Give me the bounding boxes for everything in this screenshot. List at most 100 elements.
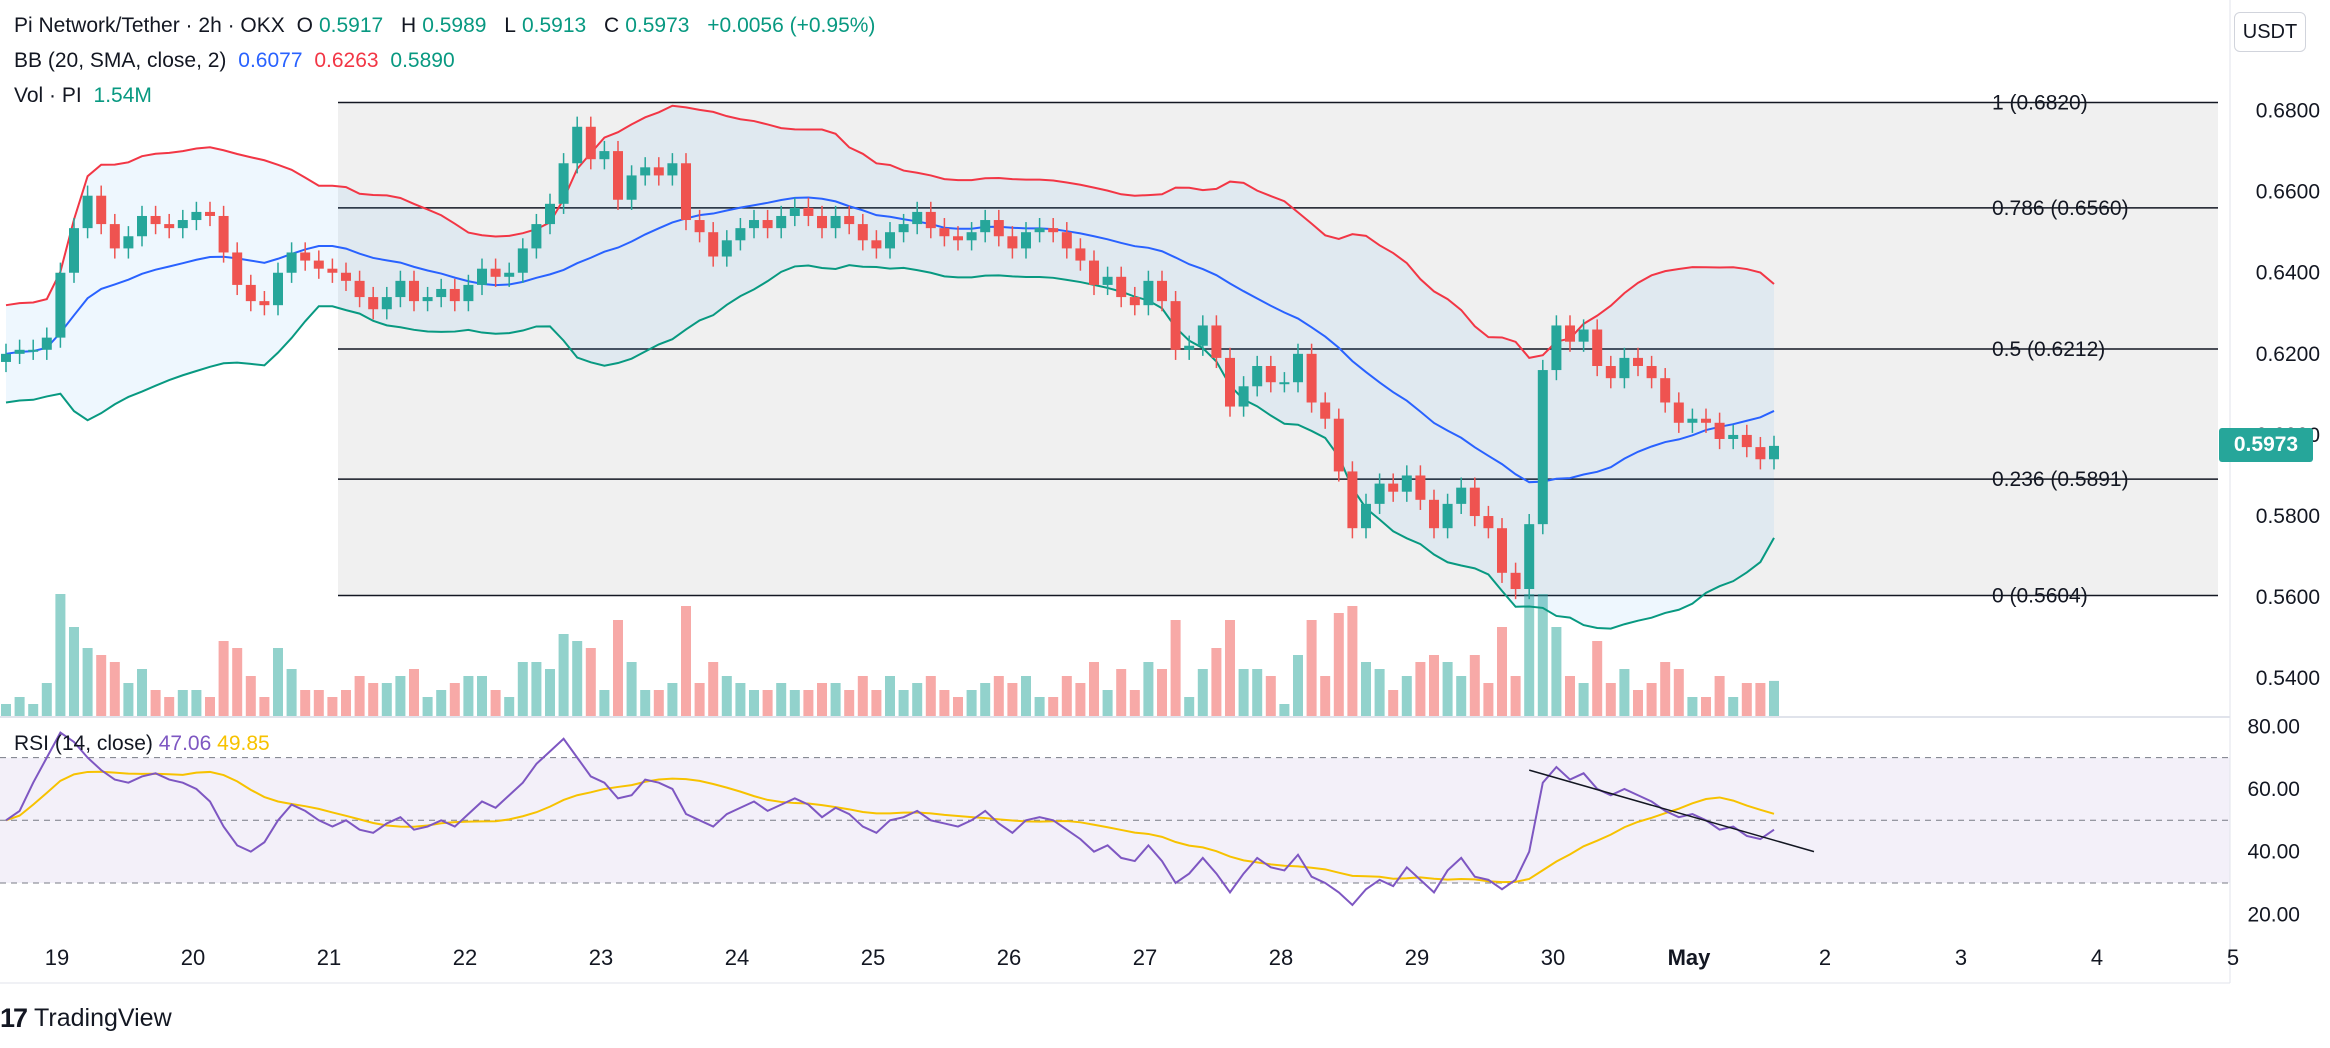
- volume-bar: [354, 676, 365, 718]
- bb-upper-line: [5, 104, 1775, 359]
- volume-bar: [803, 690, 814, 718]
- volume-bar: [341, 690, 351, 718]
- candle: [381, 297, 392, 310]
- candle: [137, 215, 147, 237]
- volume-bar: [218, 641, 229, 718]
- price-tick-label: 0.6800: [2256, 100, 2320, 123]
- candle: [463, 284, 474, 302]
- bb-legend[interactable]: BB (20, SMA, close, 2) 0.6077 0.6263 0.5…: [14, 49, 461, 73]
- candle: [300, 252, 311, 261]
- time-tick-label: 4: [2091, 945, 2103, 970]
- candle: [1, 353, 11, 362]
- candle: [1741, 434, 1752, 448]
- candle: [1265, 366, 1276, 383]
- candle: [749, 220, 759, 229]
- volume-bar: [1755, 683, 1766, 718]
- volume-bar: [653, 690, 664, 718]
- candle: [925, 211, 936, 229]
- volume-bar: [449, 683, 460, 718]
- candle: [436, 288, 447, 298]
- rsi-ma-line: [5, 770, 1775, 884]
- candle: [844, 215, 855, 225]
- volume-bar: [1184, 697, 1195, 718]
- fib-label: 0.786 (0.6560): [1992, 197, 2129, 220]
- volume-bar: [531, 662, 542, 718]
- volume-bar: [1089, 662, 1099, 718]
- symbol-title[interactable]: Pi Network/Tether · 2h · OKX: [14, 14, 285, 37]
- bb-label: BB (20, SMA, close, 2): [14, 49, 227, 72]
- candle: [245, 284, 256, 302]
- volume-bar: [436, 690, 447, 718]
- volume-bar: [1320, 676, 1331, 718]
- candle: [1361, 503, 1371, 529]
- volume-label: Vol · PI: [14, 84, 82, 107]
- volume-bar: [857, 676, 868, 718]
- candle: [626, 175, 637, 200]
- volume-bar: [789, 690, 800, 718]
- time-tick-label: 5: [2227, 945, 2239, 970]
- candle: [762, 220, 773, 229]
- time-tick-label: 21: [317, 945, 341, 970]
- candle: [504, 272, 515, 277]
- candle: [1007, 236, 1018, 249]
- volume-bar: [925, 676, 936, 718]
- time-tick-label: 28: [1269, 945, 1293, 970]
- candle: [681, 163, 691, 221]
- rsi-tick-label: 40.00: [2247, 841, 2300, 864]
- candle: [1293, 353, 1303, 383]
- volume-bar: [409, 669, 419, 718]
- volume-bar: [1483, 683, 1494, 718]
- candle: [558, 163, 569, 204]
- volume-bar: [966, 690, 977, 718]
- close-value: 0.5973: [625, 14, 690, 37]
- candle: [1701, 418, 1711, 423]
- candle: [789, 207, 800, 216]
- volume-bar: [980, 683, 991, 718]
- volume-bar: [109, 662, 120, 718]
- volume-legend[interactable]: Vol · PI 1.54M: [14, 84, 158, 108]
- candle: [1429, 499, 1439, 529]
- low-value: 0.5913: [521, 14, 587, 37]
- volume-bar: [1524, 594, 1535, 718]
- candle: [1143, 280, 1154, 306]
- candle: [1537, 370, 1548, 525]
- volume-bar: [286, 669, 297, 718]
- candle: [613, 151, 623, 200]
- candle: [993, 220, 1004, 237]
- candle: [1578, 329, 1589, 342]
- tradingview-logo[interactable]: 17 TradingView: [0, 1003, 172, 1034]
- rsi-value: 47.06: [158, 732, 212, 755]
- candle: [585, 126, 596, 160]
- rsi-band: [0, 757, 2230, 884]
- rsi-legend[interactable]: RSI (14, close) 47.06 49.85: [14, 732, 270, 756]
- volume-bar: [1565, 676, 1575, 718]
- change-value: +0.0056 (+0.95%): [707, 14, 876, 37]
- volume-bar: [1510, 676, 1521, 718]
- volume-bar: [640, 690, 651, 718]
- volume-bar: [1347, 606, 1358, 718]
- currency-button[interactable]: USDT: [2234, 12, 2306, 52]
- candle: [1347, 471, 1358, 529]
- volume-bar: [245, 676, 256, 718]
- volume-bar: [82, 648, 93, 718]
- volume-bar: [1714, 676, 1725, 718]
- volume-bar: [1116, 669, 1127, 718]
- time-tick-label: 26: [997, 945, 1021, 970]
- volume-bar: [273, 648, 283, 718]
- candle: [41, 337, 52, 350]
- candle: [69, 228, 79, 273]
- volume-bar: [667, 683, 678, 718]
- volume-bar: [1741, 683, 1752, 718]
- candle: [531, 224, 542, 249]
- axes: 0.68000.66000.64000.62000.60000.58000.56…: [0, 0, 2320, 984]
- price-tick-label: 0.5800: [2256, 505, 2320, 528]
- candle: [409, 280, 419, 302]
- candle: [395, 280, 406, 298]
- volume-bar: [14, 697, 25, 718]
- volume-bar: [599, 690, 610, 718]
- candle: [286, 252, 297, 273]
- candle: [1021, 232, 1031, 249]
- price-tick-label: 0.5600: [2256, 586, 2320, 609]
- volume-bar: [177, 690, 188, 718]
